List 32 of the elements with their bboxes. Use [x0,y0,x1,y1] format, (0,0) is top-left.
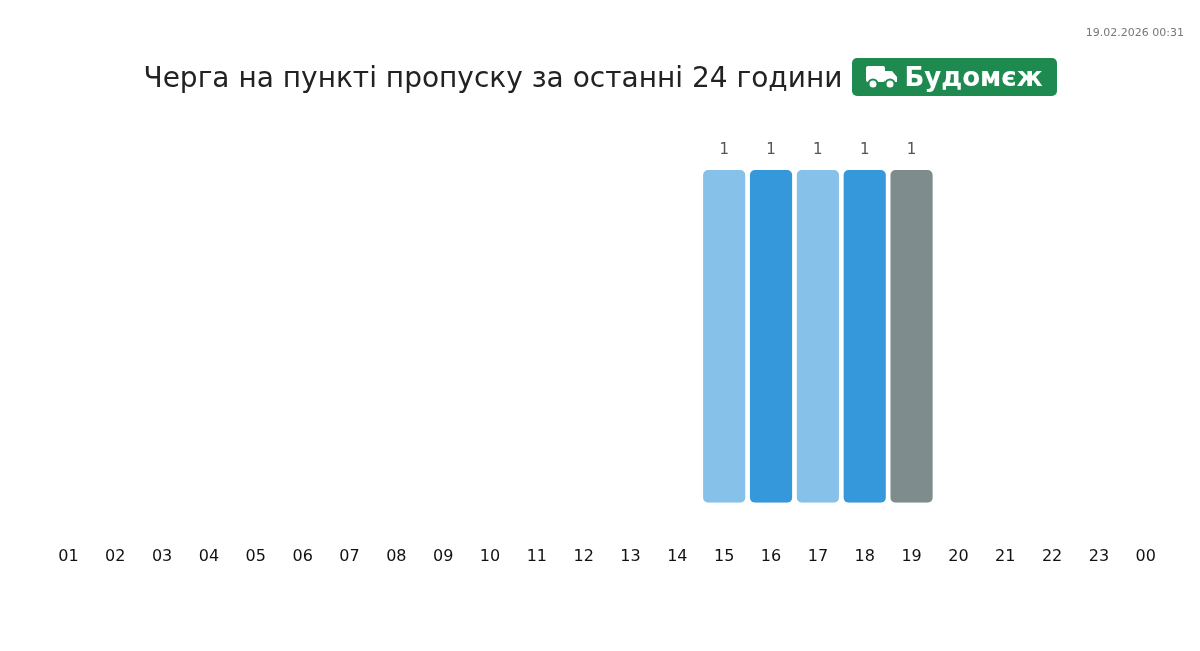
x-tick-label: 11 [526,545,548,565]
x-tick-label: 14 [667,545,688,565]
data-label: 1 [813,140,823,159]
x-tick-label: 20 [948,545,969,565]
data-label: 1 [766,140,776,159]
x-tick-label: 13 [620,545,641,565]
x-tick-label: 09 [432,545,454,565]
x-tick-label: 17 [807,545,829,565]
x-tick-label: 16 [760,545,782,565]
x-tick-label: 03 [151,545,173,565]
chart-title: Черга на пункті пропуску за останні 24 години [143,60,843,94]
x-tick-label: 12 [573,545,594,565]
x-tick-label: 21 [995,545,1016,565]
data-label: 1 [906,140,917,159]
x-tick-label: 22 [1041,545,1063,565]
data-label: 1 [719,140,729,159]
data-label: 1 [859,140,870,159]
x-tick-label: 23 [1088,545,1110,565]
x-tick-label: 19 [901,545,922,565]
x-tick-label: 04 [198,545,220,565]
x-tick-label: 06 [292,545,313,565]
x-tick-label: 07 [339,545,360,565]
x-tick-label: 18 [854,545,875,565]
x-tick-label: 01 [58,545,79,565]
text: 19.02.2026 00:31 [1085,26,1184,39]
x-tick-label: 08 [386,545,407,565]
x-tick-label: 02 [105,545,126,565]
x-tick-label: 15 [714,545,735,565]
x-tick-label: 05 [245,545,266,565]
chart-subtitle: Будомєж [904,62,1043,92]
x-tick-label: 00 [1135,545,1156,565]
x-tick-label: 10 [479,545,501,565]
